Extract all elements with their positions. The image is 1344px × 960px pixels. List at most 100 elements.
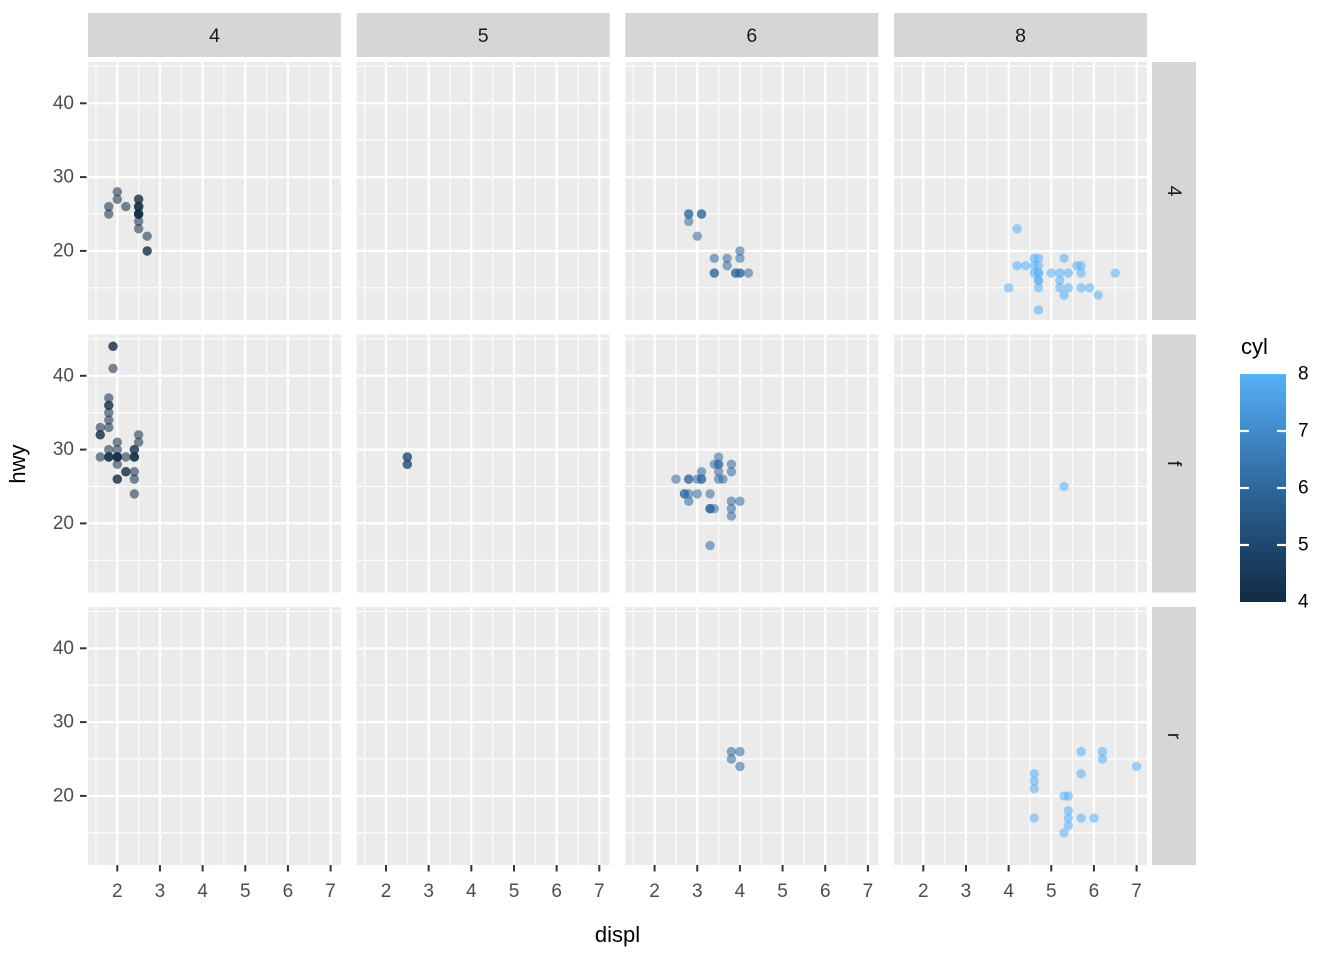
col-strip-5: 5 [356,13,610,57]
panel-cyl4-drvr [88,607,341,865]
col-strip-4: 4 [88,13,341,57]
data-point [684,489,694,499]
data-point [95,452,105,462]
data-point [684,474,694,484]
data-point [735,253,745,263]
data-point [1046,268,1056,278]
data-point [722,260,732,271]
legend-tick-label: 4 [1298,592,1309,613]
x-tick-label: 2 [649,881,660,902]
x-tick-label: 3 [961,881,972,902]
data-point [1093,290,1103,300]
data-point [112,187,123,197]
y-tick-label: 20 [53,785,74,806]
legend-tick-label: 6 [1298,478,1309,499]
x-tick-label: 2 [112,881,123,902]
data-point [1063,791,1074,801]
data-point [104,201,114,212]
x-tick-label: 3 [155,881,166,902]
data-point [104,393,114,403]
data-point [1055,268,1065,278]
data-point [104,408,114,418]
y-tick-label: 30 [53,712,74,733]
data-point [129,444,140,455]
data-point [735,496,745,506]
data-point [1063,805,1074,816]
x-tick-label: 5 [240,881,251,902]
data-point [1033,268,1044,278]
data-point [726,459,737,470]
data-point [726,496,737,506]
x-tick-label: 6 [283,881,294,902]
data-point [112,474,123,484]
legend-title: cyl [1241,334,1268,359]
panel-cyl6-drvf [625,334,879,593]
x-tick-label: 7 [1131,881,1142,902]
data-point [735,761,745,772]
svg-text:4: 4 [1163,186,1185,197]
x-tick-label: 4 [466,881,477,902]
data-point [1033,253,1044,263]
x-tick-label: 2 [918,881,929,902]
svg-text:r: r [1163,733,1185,740]
data-point [129,489,140,499]
svg-text:4: 4 [209,25,220,47]
y-axis-title: hwy [5,444,30,484]
data-point [696,474,707,484]
data-point [735,268,745,278]
y-tick-label: 40 [53,365,74,386]
data-point [713,452,724,462]
data-point [726,503,737,514]
data-point [726,746,737,757]
data-point [133,209,144,219]
data-point [1076,746,1086,757]
data-point [104,415,114,425]
x-tick-label: 7 [594,881,605,902]
data-point [1055,275,1065,286]
data-point [705,540,715,551]
data-point [1033,260,1044,271]
data-point [1076,283,1086,293]
y-tick-label: 30 [53,439,74,460]
data-point [133,437,144,447]
data-point [1076,813,1086,823]
data-point [713,459,724,470]
x-tick-label: 4 [197,881,208,902]
data-point [1076,769,1086,779]
data-point [1029,783,1039,794]
svg-text:f: f [1163,461,1185,467]
y-tick-label: 20 [53,513,74,534]
data-point [1063,268,1074,278]
data-point [1063,820,1074,831]
data-point [1097,754,1108,764]
data-point [104,422,114,433]
data-point [129,467,140,477]
data-point [696,209,707,219]
panel-cyl6-drv4 [625,62,879,320]
x-tick-label: 3 [423,881,434,902]
x-tick-label: 5 [777,881,788,902]
row-strip-r: r [1152,607,1196,865]
x-tick-label: 6 [551,881,562,902]
data-point [402,459,413,470]
data-point [112,444,123,455]
data-point [129,474,140,484]
x-tick-label: 6 [1089,881,1100,902]
legend-cyl: 8 7 6 5 4 [1240,364,1309,613]
data-point [121,201,131,212]
panel-cyl5-drvf [356,334,610,593]
data-point [726,754,737,764]
y-tick-label: 20 [53,240,74,261]
data-point [684,216,694,227]
data-point [1020,260,1031,271]
data-point [1076,260,1086,271]
data-point [112,452,123,462]
data-point [1059,290,1069,300]
data-point [142,231,152,241]
data-point [104,400,114,411]
data-point [1059,253,1069,263]
legend-tick-label: 7 [1298,421,1309,442]
panel-cyl4-drv4 [88,62,341,320]
data-point [1003,283,1014,293]
